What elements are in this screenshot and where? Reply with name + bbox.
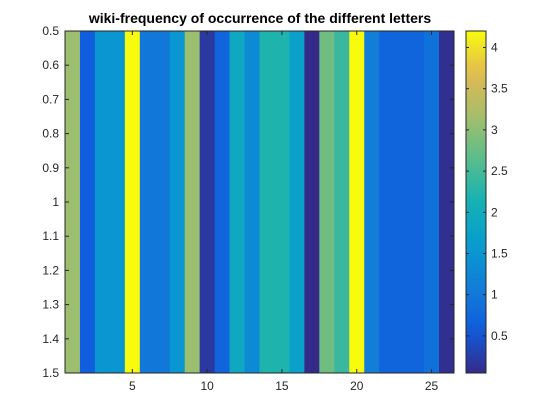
heatmap-cell	[169, 31, 186, 373]
colorbar-tick-label: 2.5	[491, 164, 508, 178]
y-axis-ticks: 0.5 0.6 0.7 0.8 0.9 1 1.1 1.2 1.3 1.4 1.5	[42, 24, 454, 380]
x-tick-label: 10	[200, 379, 214, 393]
heatmap-cell	[364, 31, 380, 373]
heatmap-cell	[124, 31, 141, 373]
chart-title: wiki-frequency of occurrence of the diff…	[88, 10, 432, 26]
y-tick-label: 1.5	[42, 366, 59, 380]
heatmap-cell	[424, 31, 440, 373]
heatmap-cell	[439, 31, 455, 373]
colorbar-tick-label: 4	[491, 40, 498, 54]
y-tick-label: 1.4	[42, 332, 59, 346]
y-tick-label: 1.1	[42, 229, 59, 243]
x-tick-label: 15	[275, 379, 289, 393]
colorbar	[465, 30, 487, 374]
heatmap-cell	[79, 31, 96, 373]
x-axis-ticks: 5 10 15 20 25	[129, 31, 439, 393]
heatmap-cell	[154, 31, 171, 373]
heatmap-cell	[304, 31, 320, 373]
colorbar-tick-label: 3	[491, 123, 498, 137]
heatmap-cell	[94, 31, 111, 373]
heatmap-cell	[65, 31, 81, 373]
y-tick-label: 0.6	[42, 58, 59, 72]
y-tick-label: 1.2	[42, 263, 59, 277]
heatmap-cell	[274, 31, 290, 373]
heatmap-cell	[289, 31, 305, 373]
heatmap-cell	[394, 31, 410, 373]
heatmap-cell	[109, 31, 126, 373]
colorbar-tick-label: 1.5	[491, 247, 508, 261]
heatmap-cell	[319, 31, 335, 373]
y-tick-label: 0.5	[42, 24, 59, 38]
heatmap-cell	[229, 31, 245, 373]
x-tick-label: 25	[425, 379, 439, 393]
colorbar-tick-label: 3.5	[491, 82, 508, 96]
heatmap-cell	[139, 31, 156, 373]
y-tick-label: 0.9	[42, 161, 59, 175]
heatmap-cells	[65, 31, 455, 373]
colorbar-ticks: 0.5 1 1.5 2 2.5 3 3.5 4	[466, 40, 508, 343]
y-tick-label: 1	[52, 195, 59, 209]
y-tick-label: 1.3	[42, 298, 59, 312]
heatmap-cell	[199, 31, 216, 373]
heatmap-cell	[259, 31, 275, 373]
y-tick-label: 0.8	[42, 127, 59, 141]
heatmap-cell	[334, 31, 350, 373]
x-tick-label: 20	[350, 379, 364, 393]
heatmap-cell	[409, 31, 425, 373]
heatmap-cell	[379, 31, 395, 373]
heatmap-cell	[184, 31, 201, 373]
x-tick-label: 5	[129, 379, 136, 393]
heatmap-cell	[214, 31, 230, 373]
colorbar-tick-label: 0.5	[491, 329, 508, 343]
heatmap-cell	[349, 31, 365, 373]
colorbar-tick-label: 2	[491, 205, 498, 219]
heatmap-cell	[244, 31, 260, 373]
colorbar-tick-label: 1	[491, 288, 498, 302]
y-tick-label: 0.7	[42, 92, 59, 106]
